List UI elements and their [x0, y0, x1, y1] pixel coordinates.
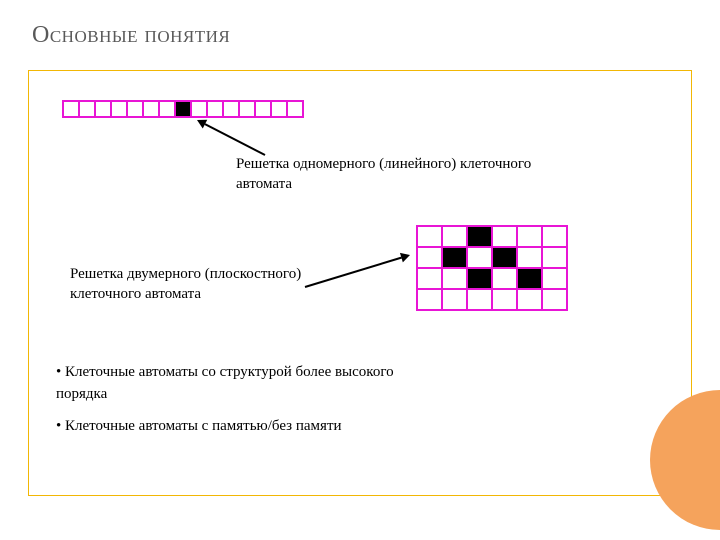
label-2d-grid: Решетка двумерного (плоскостного) клеточ… [70, 264, 310, 305]
label-1d-grid: Решетка одномерного (линейного) клеточно… [236, 154, 536, 195]
bullet-list: • Клеточные автоматы со структурой более… [56, 362, 396, 447]
bullet-1: • Клеточные автоматы со структурой более… [56, 362, 396, 406]
bullet-2: • Клеточные автоматы с памятью/без памят… [56, 416, 396, 438]
